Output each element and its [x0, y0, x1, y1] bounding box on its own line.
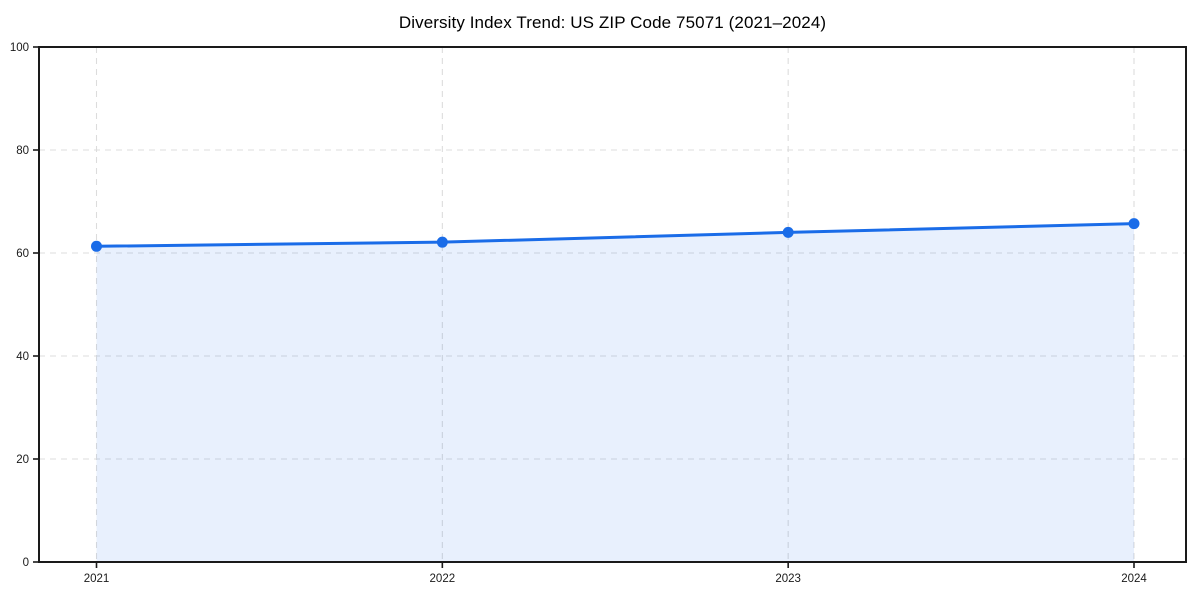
- data-point-markers: [91, 218, 1140, 252]
- area-fill: [96, 223, 1134, 562]
- y-tick-label: 60: [16, 248, 29, 260]
- data-point: [782, 226, 794, 238]
- x-tick-label: 2023: [775, 573, 801, 585]
- x-tick-label: 2024: [1121, 573, 1147, 585]
- y-axis: 0 20 40 60 80 100: [10, 42, 39, 569]
- data-point: [436, 236, 448, 248]
- x-axis: 2021 2022 2023 2024: [84, 562, 1147, 585]
- data-point: [1128, 218, 1140, 230]
- y-tick-label: 0: [23, 557, 29, 569]
- y-tick-label: 20: [16, 454, 29, 466]
- chart-title: Diversity Index Trend: US ZIP Code 75071…: [398, 13, 827, 32]
- x-tick-label: 2021: [84, 573, 110, 585]
- y-tick-label: 40: [16, 351, 29, 363]
- y-tick-label: 100: [10, 42, 29, 54]
- plot-border: [38, 46, 1187, 563]
- data-point: [91, 240, 102, 252]
- x-tick-label: 2022: [430, 573, 456, 585]
- y-tick-label: 80: [16, 145, 29, 157]
- trend-line: [95, 222, 1136, 248]
